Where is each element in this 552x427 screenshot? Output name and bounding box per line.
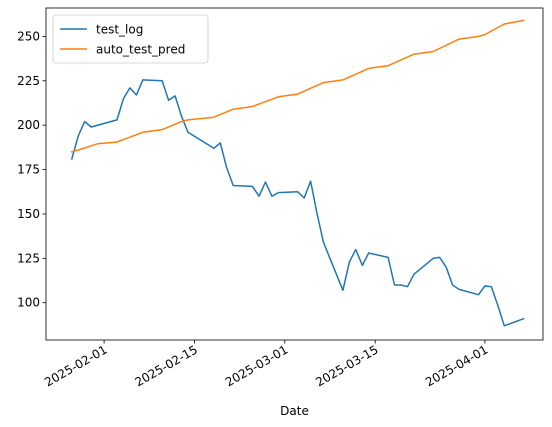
- axes-frame: [45, 7, 544, 341]
- x-axis-label: Date: [280, 404, 309, 418]
- y-tick-label: 200: [17, 118, 40, 132]
- legend: test_log auto_test_pred: [52, 14, 209, 64]
- y-tick-label: 125: [17, 251, 40, 265]
- series-layer: [70, 19, 525, 327]
- series-line-auto-test-pred: [70, 19, 525, 153]
- y-tick-label: 175: [17, 163, 40, 177]
- y-axis: 100 125 150 175 200 225 250: [17, 29, 46, 310]
- y-tick-label: 150: [17, 207, 40, 221]
- y-tick-label: 225: [17, 74, 40, 88]
- series-line-test-log: [70, 79, 525, 327]
- legend-box: [52, 14, 209, 64]
- legend-label-test-log: test_log: [96, 23, 143, 37]
- legend-label-auto-test-pred: auto_test_pred: [96, 43, 185, 57]
- y-tick-label: 250: [17, 29, 40, 43]
- y-tick-label: 100: [17, 296, 40, 310]
